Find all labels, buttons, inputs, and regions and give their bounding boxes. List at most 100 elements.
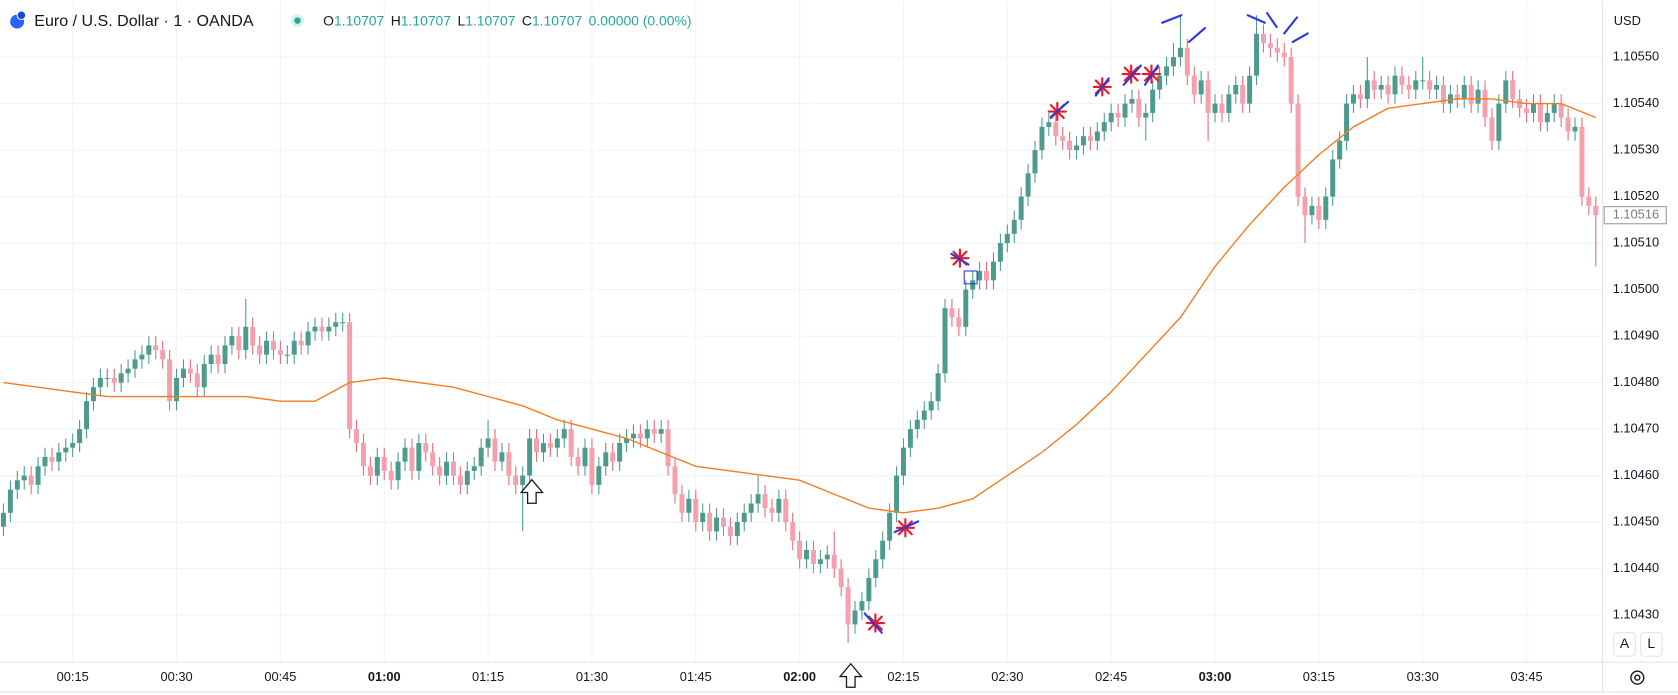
y-tick-label: 1.10510 bbox=[1613, 234, 1659, 249]
candle-body bbox=[298, 340, 304, 346]
candle-body bbox=[963, 289, 969, 327]
candle-body bbox=[686, 498, 692, 513]
candle-body bbox=[1067, 140, 1073, 151]
candle-body bbox=[340, 322, 346, 324]
candle-body bbox=[1565, 117, 1571, 132]
candle-body bbox=[1316, 205, 1322, 220]
candle-body bbox=[1247, 75, 1253, 104]
candle-body bbox=[70, 443, 76, 448]
candle-body bbox=[942, 308, 948, 374]
button-bg[interactable] bbox=[1613, 632, 1636, 657]
scale-button[interactable]: A bbox=[1613, 632, 1636, 657]
candle-body bbox=[520, 475, 526, 485]
candle-body bbox=[617, 443, 623, 462]
candle-body bbox=[810, 549, 816, 564]
y-tick-label: 1.10550 bbox=[1613, 48, 1659, 63]
candle-body bbox=[1558, 103, 1564, 118]
button-label[interactable]: L bbox=[1647, 635, 1655, 651]
ohlc-change: 0.00000 (0.00%) bbox=[589, 12, 692, 28]
candle-body bbox=[139, 354, 145, 360]
candle-body bbox=[790, 522, 796, 541]
candle-body bbox=[1496, 103, 1502, 141]
candle-body bbox=[153, 345, 159, 351]
candle-body bbox=[132, 359, 138, 369]
candle-body bbox=[900, 447, 906, 476]
candle-body bbox=[1274, 47, 1280, 53]
candle-body bbox=[423, 443, 429, 453]
candle-body bbox=[7, 489, 13, 513]
candle-body bbox=[1205, 80, 1211, 113]
candle-body bbox=[644, 429, 650, 439]
candle-body bbox=[554, 438, 560, 448]
candle-body bbox=[1337, 140, 1343, 160]
candle-body bbox=[35, 466, 41, 485]
x-tick-label: 00:15 bbox=[57, 669, 89, 684]
candle-body bbox=[312, 326, 318, 332]
candle-body bbox=[1164, 66, 1170, 76]
candle-body bbox=[1219, 103, 1225, 113]
candle-body bbox=[1503, 80, 1509, 104]
y-tick-label: 1.10460 bbox=[1613, 467, 1659, 482]
candle-body bbox=[817, 559, 823, 564]
candle-body bbox=[1579, 126, 1585, 197]
candle-body bbox=[1288, 57, 1294, 104]
candle-body bbox=[326, 326, 332, 332]
x-tick-label: 02:45 bbox=[1095, 669, 1127, 684]
candle-body bbox=[1191, 75, 1197, 95]
candle-body bbox=[457, 475, 463, 485]
candle-body bbox=[208, 354, 214, 364]
ohlc-value: 1.10707 bbox=[532, 12, 583, 28]
candle-body bbox=[866, 577, 872, 602]
currency-bg[interactable] bbox=[1605, 5, 1674, 36]
candle-body bbox=[630, 433, 636, 439]
candle-body bbox=[1517, 98, 1523, 109]
candle-body bbox=[270, 340, 276, 351]
scale-button[interactable]: L bbox=[1640, 632, 1663, 657]
candle-body bbox=[160, 350, 166, 360]
button-bg[interactable] bbox=[1640, 632, 1663, 657]
candle-body bbox=[1011, 219, 1017, 234]
candle-body bbox=[1101, 122, 1107, 132]
candle-body bbox=[264, 340, 270, 355]
candle-body bbox=[14, 480, 20, 490]
candle-body bbox=[610, 452, 616, 462]
candle-body bbox=[1385, 85, 1391, 95]
candle-body bbox=[990, 261, 996, 281]
candle-body bbox=[388, 470, 394, 481]
arrow-annotation bbox=[838, 662, 863, 688]
candle-body bbox=[949, 308, 955, 318]
button-label[interactable]: A bbox=[1620, 635, 1630, 651]
candle-body bbox=[1537, 103, 1543, 123]
last-price-box bbox=[1603, 206, 1667, 225]
candle-body bbox=[1420, 80, 1426, 82]
candle-body bbox=[56, 452, 62, 462]
candle-body bbox=[1364, 80, 1370, 99]
candle-body bbox=[1295, 103, 1301, 197]
ohlc-legend: O1.10707 H1.10707 L1.10707 C1.10707 0.00000 … bbox=[323, 12, 691, 28]
candle-body bbox=[215, 354, 221, 364]
candle-body bbox=[1406, 85, 1412, 90]
axes: 1.10430 1.10440 1.10450 1.10460 1.10470 1.104… bbox=[57, 48, 1667, 684]
candle-body bbox=[1593, 205, 1599, 216]
currency-button[interactable]: USD bbox=[1605, 5, 1674, 36]
y-tick-label: 1.10450 bbox=[1613, 513, 1659, 528]
candle-body bbox=[824, 554, 830, 560]
currency-label[interactable]: USD bbox=[1614, 13, 1641, 28]
candle-body bbox=[1447, 94, 1453, 104]
candle-body bbox=[1260, 33, 1266, 44]
settings-button[interactable] bbox=[1630, 670, 1645, 685]
ohlc-value: 1.10707 bbox=[334, 12, 385, 28]
candle-body bbox=[1150, 89, 1156, 113]
candle-body bbox=[1323, 196, 1329, 220]
candle-body bbox=[907, 429, 913, 448]
candle-body bbox=[1129, 98, 1135, 104]
candle-body bbox=[1371, 80, 1377, 90]
gear-icon[interactable] bbox=[1630, 670, 1645, 685]
candle-body bbox=[603, 452, 609, 467]
candle-body bbox=[347, 322, 353, 430]
gear-icon[interactable] bbox=[1634, 674, 1641, 681]
candle-body bbox=[222, 345, 228, 364]
candle-body bbox=[1212, 103, 1218, 113]
candle-body bbox=[49, 456, 55, 462]
candle-body bbox=[1115, 112, 1121, 118]
